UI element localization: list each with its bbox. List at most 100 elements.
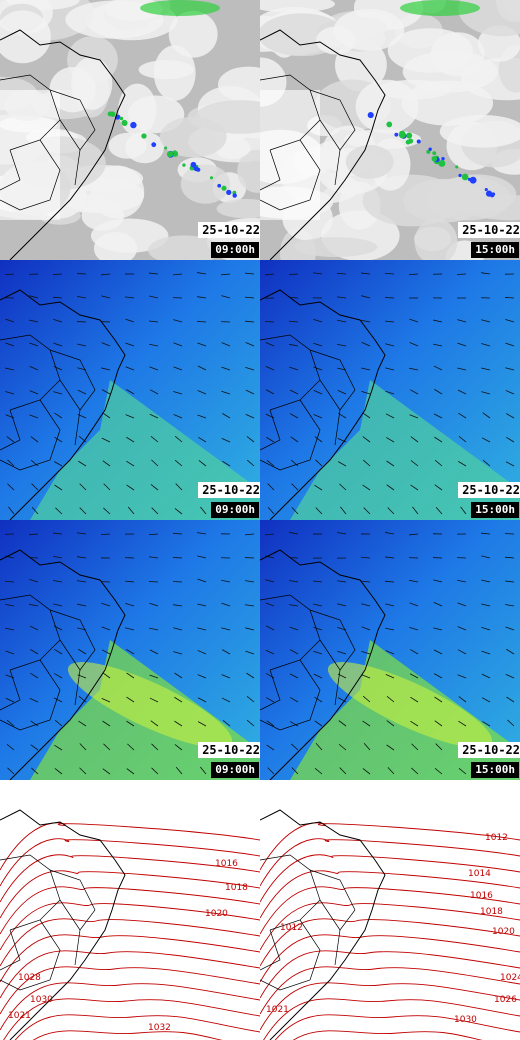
wind-arrow [457,626,467,631]
border [0,149,21,191]
wind-arrow [53,532,63,535]
wind-arrow [103,507,111,515]
wind-arrow [174,696,183,703]
wind-arrow [30,459,39,467]
wind-arrow [408,273,419,276]
wind-arrow [222,413,231,419]
cloud [414,218,458,260]
wind-arrow [246,719,255,727]
wind-arrow [29,319,39,323]
wind-arrow [505,626,515,631]
wind-arrow [101,649,111,655]
rain [130,121,137,129]
wind-arrow [460,506,467,515]
border [260,139,321,211]
wind-arrow [363,507,371,515]
wind-arrow [246,436,255,443]
isobar-line [0,902,260,951]
wind-arrow [101,602,111,607]
isobar-label: 1012 [280,923,303,933]
wind-arrow [361,319,371,323]
wind-arrow [289,649,299,655]
wind-arrow [433,649,443,655]
rain [119,116,124,121]
isobar-line [292,1030,483,1040]
wind-arrow [197,721,207,727]
timestamp: 25-10-22 09:00h [198,222,260,260]
wind-arrow [222,720,231,727]
border [49,89,96,151]
rain [232,193,237,198]
wind-arrow [505,390,515,395]
wind-arrow [30,672,39,679]
rain [110,111,114,115]
border [0,929,21,971]
isobar-line [260,966,520,1015]
wind-arrow [174,744,183,751]
wind-arrow [362,412,371,419]
wind-arrow [126,649,135,655]
wind-arrow [101,698,111,703]
time-label: 09:00h [211,762,259,778]
wind-arrow [313,390,323,395]
rain [164,146,168,150]
wind-arrow [506,696,515,703]
wind-arrow [409,318,419,323]
wind-arrow [458,696,467,703]
map-panel: 25-10-22 15:00h [260,520,520,780]
wind-arrow [125,602,135,607]
wind-arrow [481,391,491,395]
wind-arrow [265,697,275,703]
wind-arrow [221,697,231,703]
wind-arrow [291,743,299,751]
wind-arrow [77,532,87,535]
border [260,149,281,191]
wind-arrow [505,580,515,583]
wind-arrow [265,389,275,395]
wind-arrow [363,742,371,751]
wind-arrow [125,296,135,299]
wind-arrow [340,506,347,515]
wind-arrow [78,720,87,727]
wind-arrow [409,389,419,395]
wind-arrow [385,673,395,679]
wind-arrow [29,390,39,395]
wind-arrow [457,579,467,583]
wind-arrow [126,460,135,467]
wind-arrow [221,437,231,443]
wind-arrow [362,768,371,775]
border [49,349,96,411]
wind-arrow [221,579,231,583]
timestamp: 25-10-22 09:00h [198,482,260,520]
wind-arrow [245,413,255,419]
wind-arrow [174,459,183,467]
wind-arrow [360,556,371,559]
wind-arrow [362,459,371,467]
wind-arrow [314,436,323,443]
wind-arrow [434,484,443,491]
map [0,520,260,780]
map-panel: 25-10-22 09:00h [0,260,260,520]
wind-arrow [103,483,111,491]
wind-arrow [361,367,371,371]
wind-arrow [101,342,111,347]
wind-arrow [361,342,371,347]
wind-arrow [387,767,395,775]
map-panel: 25-10-22 15:00h [260,0,520,260]
time-label: 15:00h [471,242,519,258]
wind-arrow [197,674,207,679]
wind-arrow [457,342,467,347]
border [334,929,341,966]
wind-arrow [409,579,419,583]
wind-arrow [29,366,39,371]
wind-arrow [245,272,255,275]
wind-arrow [337,532,347,535]
wind-arrow [265,273,275,276]
wind-arrow [29,295,39,299]
time-label: 15:00h [471,502,519,518]
wind-arrow [339,483,347,491]
wind-arrow [149,272,159,275]
wind-arrow [101,389,111,395]
border [49,869,96,931]
wind-arrow [245,533,255,536]
